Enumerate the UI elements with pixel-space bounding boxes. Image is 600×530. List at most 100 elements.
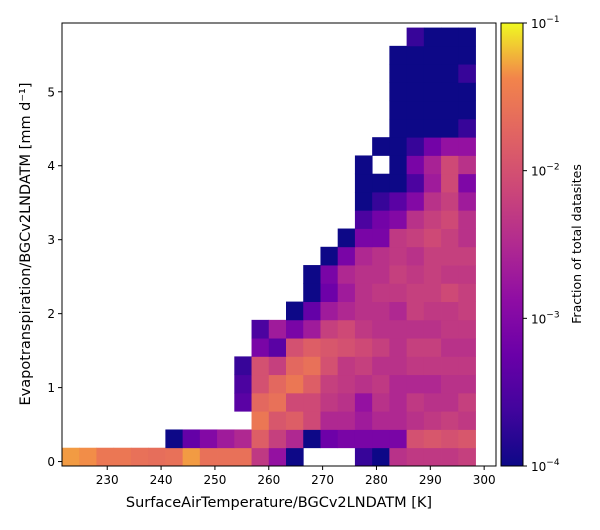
heatmap-cell — [303, 429, 321, 449]
plot-frame — [61, 22, 497, 467]
heatmap-cell — [320, 429, 339, 449]
heatmap-cell — [389, 392, 408, 412]
y-tick-label: 4 — [47, 159, 55, 173]
heatmap-cell — [354, 392, 373, 412]
heatmap-cell — [406, 265, 425, 284]
heatmap-cell — [406, 100, 425, 120]
heatmap-cell — [458, 155, 476, 175]
heatmap-cell — [337, 301, 356, 321]
heatmap-cell — [441, 374, 459, 394]
heatmap-cell — [337, 283, 356, 302]
heatmap-cell — [165, 429, 184, 449]
heatmap-cell — [354, 283, 373, 302]
heatmap-cell — [234, 356, 252, 376]
y-tick-label: 3 — [47, 233, 55, 247]
heatmap-cell — [303, 283, 321, 302]
heatmap-cell — [372, 191, 390, 211]
heatmap-cell — [441, 64, 459, 83]
heatmap-cell — [148, 447, 166, 467]
heatmap-cell — [458, 447, 476, 467]
heatmap-cell — [354, 411, 373, 430]
heatmap-cell — [286, 447, 304, 467]
heatmap-cell — [251, 447, 270, 467]
heatmap-cell — [458, 283, 476, 302]
heatmap-cell — [372, 228, 390, 248]
heatmap-cell — [337, 374, 356, 394]
heatmap-cell — [441, 356, 459, 376]
heatmap-cell — [423, 283, 442, 302]
heatmap-cell — [441, 27, 459, 47]
heatmap-cell — [251, 429, 270, 449]
heatmap-cell — [354, 191, 373, 211]
heatmap-cell — [441, 447, 459, 467]
heatmap-cell — [423, 100, 442, 120]
heatmap-cell — [389, 283, 408, 302]
heatmap-cell — [165, 447, 184, 467]
heatmap-cell — [251, 411, 270, 430]
x-tick-label: 250 — [203, 473, 226, 487]
heatmap-cells — [62, 27, 476, 467]
heatmap-cell — [406, 228, 425, 248]
heatmap-cell — [268, 356, 287, 376]
heatmap-cell — [389, 265, 408, 284]
heatmap-cell — [372, 429, 390, 449]
heatmap-cell — [320, 246, 339, 266]
heatmap-cell — [458, 301, 476, 321]
heatmap-cell — [286, 319, 304, 339]
heatmap-cell — [423, 301, 442, 321]
heatmap-cell — [458, 137, 476, 156]
heatmap-cell — [354, 338, 373, 357]
colorbar-label: Fraction of total datasites — [569, 164, 584, 324]
heatmap-cell — [406, 210, 425, 229]
heatmap-cell — [217, 447, 235, 467]
y-tick-label: 1 — [47, 381, 55, 395]
x-tick-label: 280 — [365, 473, 388, 487]
heatmap-cell — [389, 137, 408, 156]
heatmap-cell — [354, 429, 373, 449]
x-axis-label: SurfaceAirTemperature/BGCv2LNDATM [K] — [126, 495, 432, 511]
heatmap-cell — [458, 411, 476, 430]
heatmap-cell — [458, 27, 476, 47]
heatmap-cell — [354, 301, 373, 321]
heatmap-cell — [354, 210, 373, 229]
heatmap-cell — [234, 374, 252, 394]
heatmap-cell — [458, 246, 476, 266]
heatmap-cell — [406, 283, 425, 302]
heatmap-cell — [303, 411, 321, 430]
heatmap-cell — [458, 100, 476, 120]
x-tick-label: 260 — [257, 473, 280, 487]
heatmap-cell — [337, 338, 356, 357]
heatmap-cell — [389, 100, 408, 120]
heatmap-cell — [458, 356, 476, 376]
heatmap-cell — [389, 155, 408, 175]
heatmap-cell — [423, 173, 442, 193]
heatmap-cell — [337, 228, 356, 248]
x-tick-label: 240 — [150, 473, 173, 487]
heatmap-cell — [337, 246, 356, 266]
x-axis: 230 240 250 260 270 280 290 300 — [96, 466, 496, 487]
heatmap-cell — [406, 173, 425, 193]
heatmap-cell — [441, 338, 459, 357]
heatmap-cell — [372, 319, 390, 339]
heatmap-cell — [458, 82, 476, 102]
heatmap-cell — [372, 173, 390, 193]
heatmap-cell — [234, 429, 252, 449]
heatmap-cell — [389, 173, 408, 193]
heatmap-cell — [423, 411, 442, 430]
heatmap-cell — [458, 64, 476, 83]
heatmap-cell — [441, 319, 459, 339]
heatmap-cell — [96, 447, 115, 467]
heatmap-cell — [458, 210, 476, 229]
heatmap-cell — [406, 447, 425, 467]
heatmap-cell — [441, 82, 459, 102]
heatmap-cell — [320, 283, 339, 302]
heatmap-cell — [441, 429, 459, 449]
heatmap-cell — [217, 429, 235, 449]
heatmap-cell — [389, 301, 408, 321]
heatmap-cell — [320, 392, 339, 412]
heatmap-cell — [406, 392, 425, 412]
heatmap-cell — [406, 319, 425, 339]
heatmap-cell — [423, 392, 442, 412]
heatmap-cell — [389, 429, 408, 449]
heatmap-cell — [320, 301, 339, 321]
